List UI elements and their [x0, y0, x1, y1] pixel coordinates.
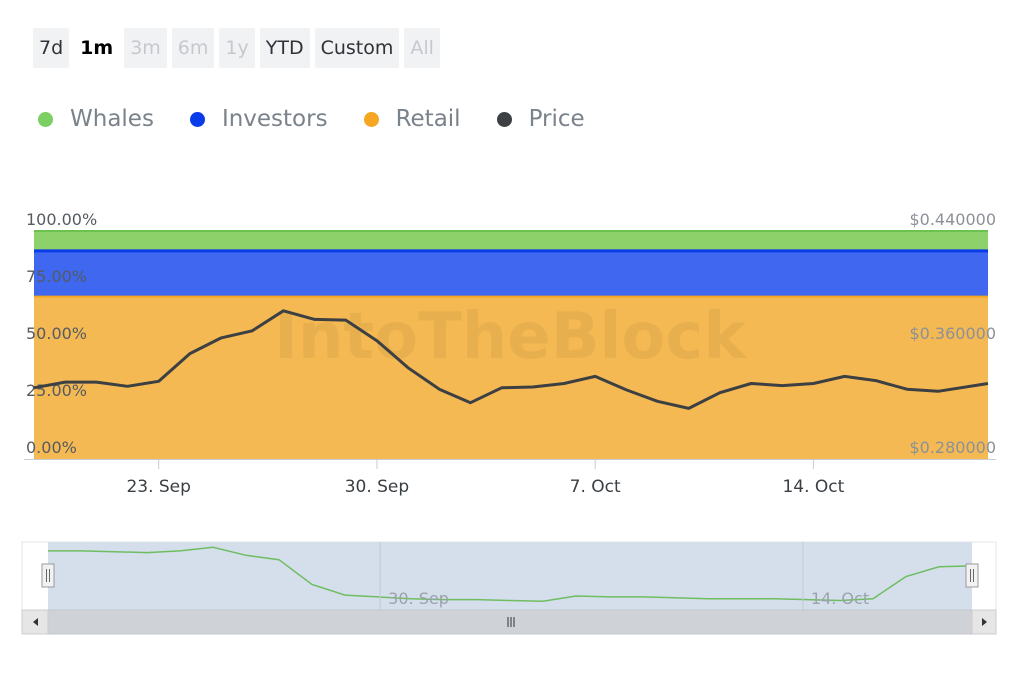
y-tick-label-left: 0.00%: [26, 438, 77, 457]
navigator-handle-right[interactable]: [965, 563, 979, 588]
watermark: IntoTheBlock: [274, 300, 747, 374]
navigator-series-line: [48, 546, 973, 603]
y-tick-label-right: $0.280000: [909, 438, 996, 457]
handle-box: [965, 563, 979, 588]
legend-label: Investors: [221, 106, 328, 132]
investors-area: [34, 250, 988, 297]
legend: Whales Investors Retail Price: [38, 106, 621, 132]
legend-marker: [189, 111, 205, 127]
scroll-right-button[interactable]: [971, 609, 997, 635]
x-tick-label: 14. Oct: [782, 477, 844, 497]
navigator-frame: [21, 541, 997, 611]
y-tick-label-left: 100.00%: [26, 210, 97, 229]
y-tick-label-left: 75.00%: [26, 267, 87, 286]
y-tick-label-right: $0.440000: [909, 210, 996, 229]
scrollbar-track: [22, 610, 996, 634]
legend-label: Retail: [395, 106, 461, 132]
legend-item-whales[interactable]: Whales: [38, 106, 154, 132]
navigator-label: 30. Sep: [388, 589, 449, 608]
navigator-label: 14. Oct: [811, 589, 869, 608]
range-selector: 7d 1m 3m 6m 1y YTD Custom All: [33, 28, 440, 68]
legend-label: Whales: [70, 106, 154, 132]
arrow-left-icon: [33, 618, 38, 626]
scroll-left-box: [21, 609, 49, 635]
arrow-right-icon: [982, 618, 987, 626]
x-tick-label: 30. Sep: [345, 477, 409, 497]
legend-item-retail[interactable]: Retail: [363, 106, 461, 132]
handle-box: [41, 563, 55, 588]
range-button-ytd[interactable]: YTD: [259, 28, 310, 68]
range-button-1m[interactable]: 1m: [74, 28, 120, 68]
legend-item-price[interactable]: Price: [496, 106, 585, 132]
y-tick-label-right: $0.360000: [909, 324, 996, 343]
whales-area: [34, 231, 988, 251]
x-tick-label: 23. Sep: [126, 477, 190, 497]
price-line: [33, 309, 989, 410]
y-tick-label-left: 25.00%: [26, 381, 87, 400]
scrollbar-thumb: [47, 609, 973, 635]
range-button-1y[interactable]: 1y: [219, 28, 255, 68]
x-tick-label: 7. Oct: [570, 477, 621, 497]
range-button-3m[interactable]: 3m: [124, 28, 167, 68]
navigator-handle-left[interactable]: [41, 563, 55, 588]
scroll-right-box: [971, 609, 997, 635]
legend-marker: [38, 111, 53, 127]
legend-marker: [363, 111, 379, 127]
legend-item-investors[interactable]: Investors: [189, 106, 328, 132]
legend-label: Price: [528, 106, 585, 132]
retail-area: [34, 296, 988, 459]
legend-marker: [496, 111, 512, 127]
range-button-all[interactable]: All: [404, 28, 440, 68]
range-button-7d[interactable]: 7d: [33, 28, 70, 68]
scrollbar[interactable]: [22, 609, 996, 635]
range-button-6m[interactable]: 6m: [171, 28, 215, 68]
navigator-mask: [48, 542, 972, 610]
scroll-left-button[interactable]: [21, 609, 49, 635]
range-button-custom[interactable]: Custom: [314, 28, 400, 68]
y-tick-label-left: 50.00%: [26, 324, 87, 343]
